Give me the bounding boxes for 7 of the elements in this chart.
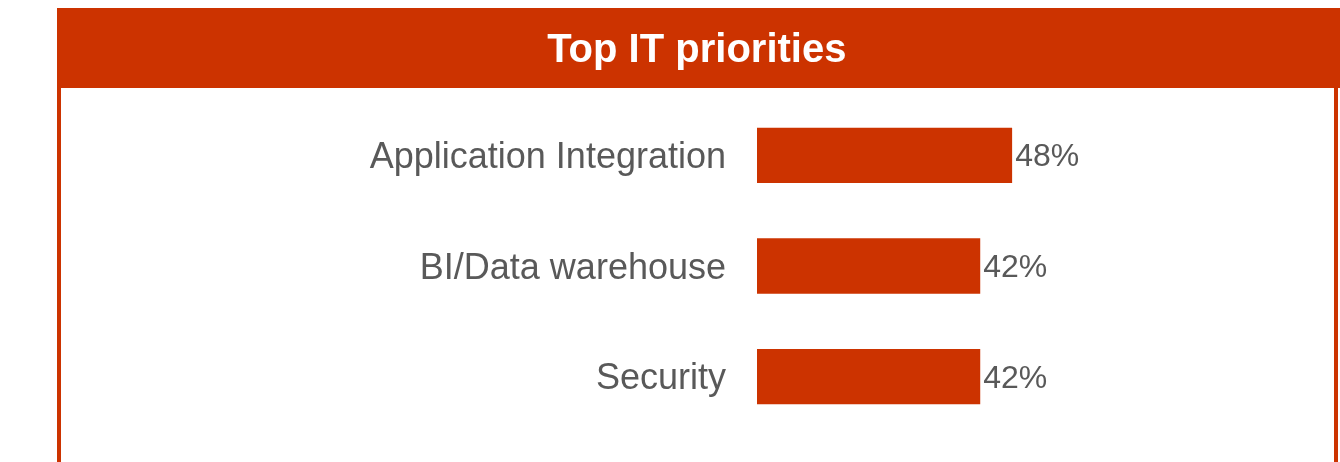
y-tick-label: Security xyxy=(595,356,726,398)
y-tick-label: BI/Data warehouse xyxy=(419,245,726,287)
chart-title: Top IT priorities xyxy=(547,26,847,70)
y-tick-label: Application Integration xyxy=(369,134,726,176)
data-label: 42% xyxy=(983,358,1048,395)
data-label: 48% xyxy=(1015,137,1080,174)
data-label: 42% xyxy=(983,248,1048,284)
